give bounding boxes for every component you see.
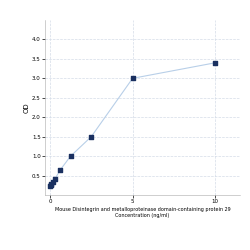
Point (130, 76, 134, 80)
Y-axis label: OD: OD (23, 102, 29, 113)
Point (58, 168, 62, 172)
Point (68, 154, 72, 158)
X-axis label: Mouse Disintegrin and metalloproteinase domain-containing protein 29
Concentrati: Mouse Disintegrin and metalloproteinase … (55, 207, 230, 218)
Point (49, 182, 53, 186)
Point (53, 177, 57, 181)
Point (48, 183, 52, 187)
Point (89, 135, 93, 139)
Point (213, 61, 217, 65)
Point (50, 180, 54, 184)
Point (48, 184, 52, 188)
